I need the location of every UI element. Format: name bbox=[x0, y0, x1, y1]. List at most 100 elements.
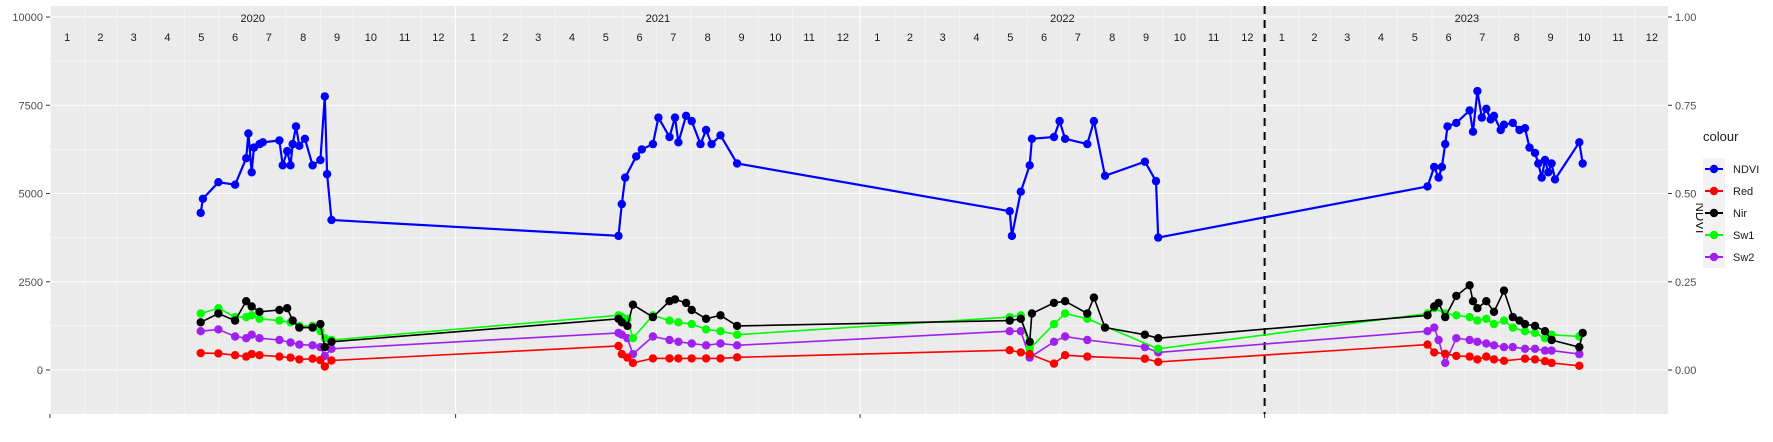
data-point-red bbox=[1520, 354, 1530, 363]
legend-key-point bbox=[1709, 208, 1719, 218]
data-point-red bbox=[716, 354, 725, 363]
data-point-red bbox=[286, 353, 295, 362]
month-label: 8 bbox=[1109, 32, 1115, 44]
year-label: 2023 bbox=[1455, 13, 1479, 25]
data-point-nir bbox=[320, 342, 329, 352]
month-label: 6 bbox=[637, 32, 643, 44]
month-label: 6 bbox=[1446, 32, 1452, 44]
data-point-ndvi bbox=[732, 159, 742, 168]
right-axis-tick-label: 1.00 bbox=[1675, 12, 1696, 24]
data-point-ndvi bbox=[316, 155, 325, 165]
month-label: 6 bbox=[232, 32, 238, 44]
data-point-nir bbox=[1140, 330, 1150, 339]
data-point-red bbox=[295, 355, 304, 364]
data-point-red bbox=[247, 349, 256, 359]
data-point-ndvi bbox=[300, 134, 310, 143]
data-point-ndvi bbox=[648, 139, 658, 149]
month-label: 11 bbox=[1208, 32, 1219, 44]
data-point-nir bbox=[670, 295, 680, 304]
month-label: 3 bbox=[131, 32, 137, 44]
data-point-ndvi bbox=[1007, 231, 1017, 241]
data-point-ndvi bbox=[1140, 157, 1150, 166]
data-point-nir bbox=[1575, 342, 1584, 352]
data-point-sw1 bbox=[196, 309, 205, 318]
month-label: 2 bbox=[97, 32, 103, 44]
data-point-sw2 bbox=[716, 339, 725, 348]
month-label: 12 bbox=[1241, 32, 1253, 44]
data-point-sw2 bbox=[1489, 341, 1499, 350]
data-point-red bbox=[1465, 352, 1474, 361]
series-sw1 bbox=[196, 304, 1584, 353]
data-point-nir bbox=[1508, 312, 1518, 322]
data-point-sw1 bbox=[247, 311, 256, 320]
legend: colour NDVI Red Nir Sw1 Sw2 bbox=[1703, 129, 1759, 268]
data-point-red bbox=[327, 356, 336, 365]
data-point-sw2 bbox=[1508, 342, 1518, 352]
month-label: 10 bbox=[1174, 32, 1186, 44]
data-point-ndvi bbox=[198, 194, 208, 203]
data-point-nir bbox=[316, 319, 325, 329]
legend-key-point bbox=[1709, 164, 1719, 174]
data-point-sw1 bbox=[687, 319, 696, 329]
data-point-sw2 bbox=[1060, 332, 1070, 341]
data-point-ndvi bbox=[1465, 106, 1474, 115]
data-point-nir bbox=[1468, 297, 1478, 306]
data-point-ndvi bbox=[654, 113, 663, 122]
data-point-nir bbox=[283, 304, 292, 313]
data-point-ndvi bbox=[707, 139, 716, 149]
data-point-ndvi bbox=[681, 111, 691, 121]
legend-label-ndvi: NDVI bbox=[1733, 164, 1759, 176]
month-label: 9 bbox=[334, 32, 340, 44]
data-point-ndvi bbox=[230, 180, 240, 189]
data-point-sw2 bbox=[255, 334, 264, 343]
data-point-red bbox=[1005, 346, 1014, 355]
data-point-ndvi bbox=[1489, 111, 1499, 121]
data-point-sw1 bbox=[275, 316, 284, 325]
data-point-ndvi bbox=[1578, 159, 1587, 168]
data-point-ndvi bbox=[308, 161, 317, 170]
month-label: 5 bbox=[603, 32, 609, 44]
month-label: 3 bbox=[940, 32, 946, 44]
data-point-ndvi bbox=[1083, 139, 1092, 149]
data-point-red bbox=[1060, 351, 1070, 360]
data-point-ndvi bbox=[1499, 120, 1509, 129]
data-point-sw1 bbox=[674, 318, 683, 327]
data-point-ndvi bbox=[1530, 148, 1540, 158]
data-point-red bbox=[614, 341, 623, 351]
data-point-sw2 bbox=[230, 332, 240, 341]
data-point-nir bbox=[1520, 319, 1530, 329]
data-point-sw2 bbox=[1140, 342, 1150, 352]
data-point-red bbox=[1499, 356, 1509, 365]
data-point-ndvi bbox=[1089, 116, 1099, 126]
data-point-ndvi bbox=[1452, 118, 1461, 128]
data-point-sw1 bbox=[732, 330, 742, 339]
data-point-ndvi bbox=[1055, 116, 1064, 126]
data-point-ndvi bbox=[621, 173, 630, 182]
data-point-ndvi bbox=[1544, 168, 1553, 177]
right-axis-tick-label: 0.00 bbox=[1675, 365, 1696, 377]
data-point-ndvi bbox=[196, 208, 205, 218]
month-label: 5 bbox=[1007, 32, 1013, 44]
month-label: 8 bbox=[1514, 32, 1520, 44]
month-label: 2 bbox=[907, 32, 913, 44]
year-label: 2020 bbox=[241, 13, 265, 25]
data-point-ndvi bbox=[1537, 173, 1546, 182]
month-label: 4 bbox=[164, 32, 170, 44]
data-point-sw2 bbox=[1430, 323, 1439, 332]
data-point-sw2 bbox=[1452, 334, 1461, 343]
series-layer bbox=[196, 86, 1587, 371]
data-point-red bbox=[1547, 358, 1556, 368]
data-point-nir bbox=[288, 316, 297, 325]
data-point-sw1 bbox=[628, 334, 638, 343]
data-point-sw2 bbox=[1473, 337, 1482, 346]
data-point-ndvi bbox=[1100, 171, 1110, 180]
data-point-ndvi bbox=[1060, 134, 1070, 143]
month-label: 7 bbox=[670, 32, 676, 44]
month-label: 3 bbox=[1344, 32, 1350, 44]
data-point-red bbox=[687, 354, 696, 363]
data-point-ndvi bbox=[1027, 134, 1037, 143]
data-point-nir bbox=[1489, 307, 1499, 316]
data-point-nir bbox=[214, 309, 223, 318]
data-point-sw2 bbox=[1540, 346, 1550, 355]
data-point-ndvi bbox=[244, 129, 253, 138]
